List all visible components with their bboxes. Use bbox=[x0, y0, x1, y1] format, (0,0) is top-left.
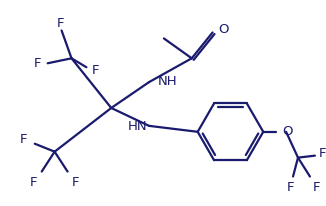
Text: F: F bbox=[286, 181, 294, 194]
Text: F: F bbox=[72, 176, 79, 189]
Text: F: F bbox=[20, 133, 28, 146]
Text: O: O bbox=[282, 125, 293, 138]
Text: F: F bbox=[92, 64, 99, 77]
Text: F: F bbox=[313, 181, 321, 194]
Text: F: F bbox=[57, 17, 64, 30]
Text: HN: HN bbox=[127, 120, 147, 133]
Text: F: F bbox=[30, 176, 37, 189]
Text: F: F bbox=[319, 147, 326, 160]
Text: O: O bbox=[218, 23, 229, 36]
Text: F: F bbox=[34, 57, 41, 70]
Text: NH: NH bbox=[158, 75, 178, 88]
